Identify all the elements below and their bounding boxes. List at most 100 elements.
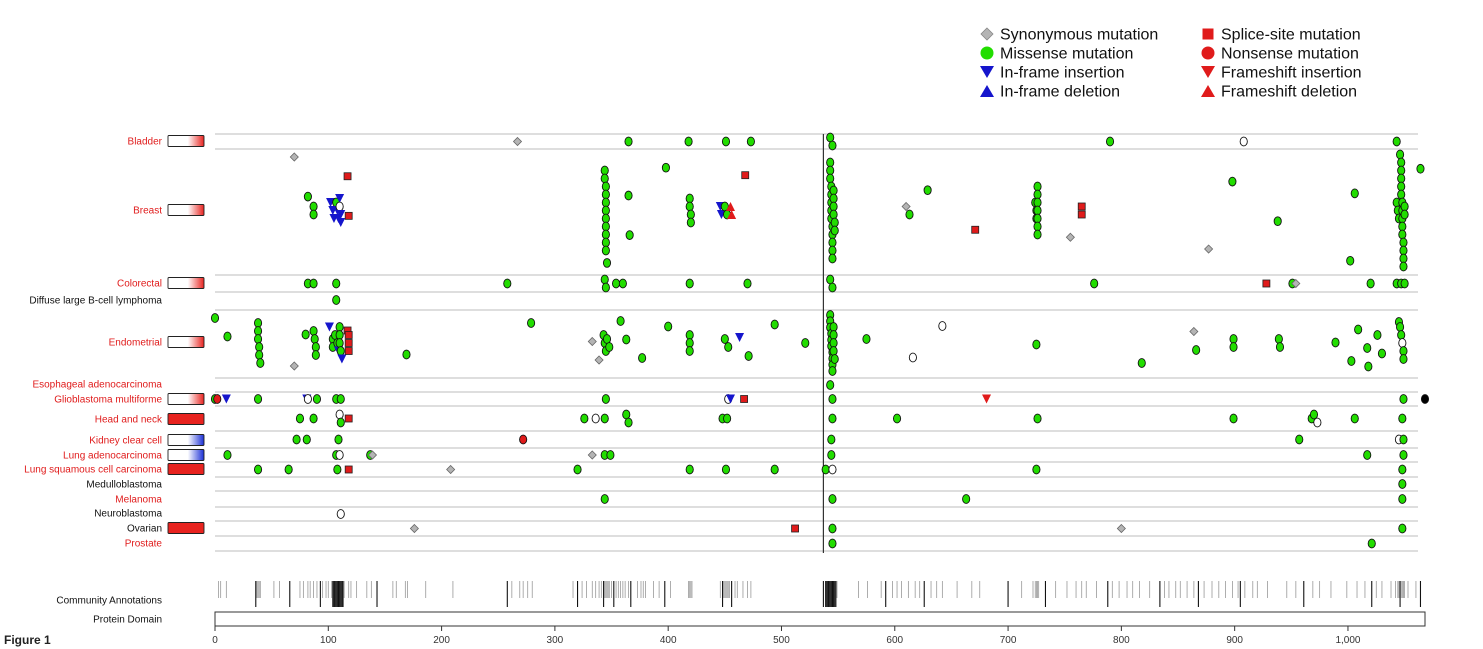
mutation-mark-fsdel bbox=[727, 210, 737, 219]
mutation-mark-syn bbox=[446, 464, 456, 475]
legend-marker-ins bbox=[980, 66, 994, 78]
mutation-mark-mis bbox=[826, 165, 835, 176]
mutation-mark-mis bbox=[622, 334, 631, 345]
mutation-mark-mis bbox=[721, 136, 731, 147]
mutation-mark-mis bbox=[686, 209, 695, 220]
mutation-mark-mis bbox=[1346, 255, 1355, 266]
mutation-mark-ins bbox=[336, 218, 346, 227]
mutation-mark-mis bbox=[601, 189, 610, 200]
x-tick-label: 200 bbox=[433, 635, 450, 646]
mutation-mark-mis bbox=[1400, 201, 1409, 212]
mutation-mark-mis bbox=[830, 217, 839, 228]
row-frequency-box bbox=[167, 135, 205, 147]
mutation-mark-open bbox=[1239, 136, 1248, 147]
mutation-mark-mis bbox=[1137, 358, 1146, 368]
mutation-mark-mis bbox=[829, 346, 838, 356]
mutation-mark-mis bbox=[828, 245, 837, 256]
mutation-mark-mis bbox=[600, 413, 609, 424]
mutation-mark-mis bbox=[256, 358, 265, 368]
mutation-mark-mis bbox=[309, 413, 318, 424]
mutation-mark-mis bbox=[1032, 339, 1041, 350]
row-label: Lung squamous cell carcinoma bbox=[24, 465, 162, 476]
row-label: Endometrial bbox=[109, 338, 162, 349]
mutation-mark-mis bbox=[1397, 165, 1406, 176]
mutation-mark-mis bbox=[1377, 348, 1386, 359]
mutation-mark-mis bbox=[333, 464, 342, 475]
mutation-mark-mis bbox=[312, 394, 322, 404]
mutation-mark-open bbox=[335, 450, 344, 460]
mutation-mark-black bbox=[1420, 394, 1430, 404]
legend-label: Missense mutation bbox=[1000, 46, 1133, 63]
mutation-mark-mis bbox=[310, 334, 319, 344]
mutation-mark-mis bbox=[600, 165, 609, 176]
mutation-mark-syn bbox=[901, 201, 911, 212]
row-label: Diffuse large B-cell lymphoma bbox=[29, 296, 162, 307]
mutation-mark-mis bbox=[336, 394, 345, 404]
mutation-mark-syn bbox=[1291, 278, 1301, 289]
mutation-mark-mis bbox=[923, 185, 932, 196]
legend-label: Nonsense mutation bbox=[1221, 46, 1359, 63]
mutation-mark-mis bbox=[332, 295, 341, 305]
legend-marker-splice bbox=[1202, 28, 1214, 40]
mutation-mark-mis bbox=[624, 417, 633, 428]
mutation-mark-mis bbox=[601, 213, 610, 224]
mutation-mark-splice bbox=[344, 414, 353, 423]
mutation-mark-mis bbox=[210, 313, 220, 323]
x-tick-label: 1,000 bbox=[1335, 635, 1360, 646]
mutation-mark-mis bbox=[830, 225, 839, 236]
mutation-mark-mis bbox=[600, 494, 609, 504]
mutation-mark-mis bbox=[829, 330, 838, 340]
mutation-mark-mis bbox=[336, 346, 345, 356]
mutation-mark-mis bbox=[1366, 278, 1375, 289]
mutation-mark-mis bbox=[1399, 354, 1408, 364]
mutation-mark-mis bbox=[309, 278, 318, 289]
track-label: Protein Domain bbox=[93, 615, 162, 626]
mutation-mark-mis bbox=[254, 326, 263, 336]
mutation-mark-mis bbox=[826, 132, 835, 143]
mutation-mark-mis bbox=[402, 349, 411, 360]
mutation-mark-mis bbox=[638, 353, 647, 363]
mutation-mark-splice bbox=[1077, 210, 1086, 219]
mutation-mark-ins bbox=[335, 194, 345, 203]
mutation-mark-mis bbox=[605, 342, 614, 352]
row-label: Head and neck bbox=[95, 415, 163, 426]
mutation-mark-mis bbox=[828, 523, 837, 534]
mutation-mark-mis bbox=[828, 282, 837, 293]
mutation-mark-splice bbox=[343, 172, 352, 181]
mutation-mark-mis bbox=[684, 136, 693, 147]
mutation-mark-mis bbox=[527, 318, 536, 328]
mutation-mark-open bbox=[303, 394, 312, 404]
legend-marker-syn bbox=[980, 27, 994, 41]
mutation-mark-ins bbox=[337, 354, 347, 364]
mutation-mark-mis bbox=[827, 434, 836, 445]
mutation-mark-mis bbox=[828, 237, 837, 248]
mutation-mark-open bbox=[828, 464, 837, 475]
mutation-mark-mis bbox=[335, 338, 344, 348]
mutation-mark-mis bbox=[1364, 361, 1373, 372]
mutation-mark-mis bbox=[685, 464, 694, 475]
x-tick-label: 400 bbox=[660, 635, 677, 646]
mutation-mark-mis bbox=[828, 538, 837, 549]
mutation-mark-splice bbox=[1077, 202, 1086, 211]
mutation-mark-mis bbox=[336, 417, 345, 428]
mutation-mark-mis bbox=[801, 338, 810, 348]
mutation-mark-mis bbox=[254, 334, 263, 344]
mutation-mark-ins bbox=[725, 394, 735, 404]
mutation-mark-syn bbox=[1189, 326, 1199, 337]
mutation-mark-mis bbox=[1367, 538, 1376, 549]
mutation-mark-mis bbox=[685, 330, 694, 340]
mutation-mark-mis bbox=[309, 326, 318, 336]
mutation-mark-mis bbox=[601, 181, 610, 192]
mutation-mark-mis bbox=[601, 237, 610, 248]
mutation-mark-mis bbox=[332, 278, 341, 289]
row-frequency-box bbox=[167, 434, 205, 446]
figure-caption: Figure 1 bbox=[4, 633, 51, 647]
mutation-mark-mis bbox=[254, 318, 263, 328]
row-label: Melanoma bbox=[115, 495, 162, 506]
mutation-mark-nonsense bbox=[213, 394, 222, 404]
mutation-mark-mis bbox=[601, 245, 610, 256]
mutation-mark-mis bbox=[309, 201, 318, 212]
row-frequency-box bbox=[167, 449, 205, 461]
mutation-mark-mis bbox=[1399, 346, 1408, 356]
mutation-mark-mis bbox=[606, 450, 615, 460]
